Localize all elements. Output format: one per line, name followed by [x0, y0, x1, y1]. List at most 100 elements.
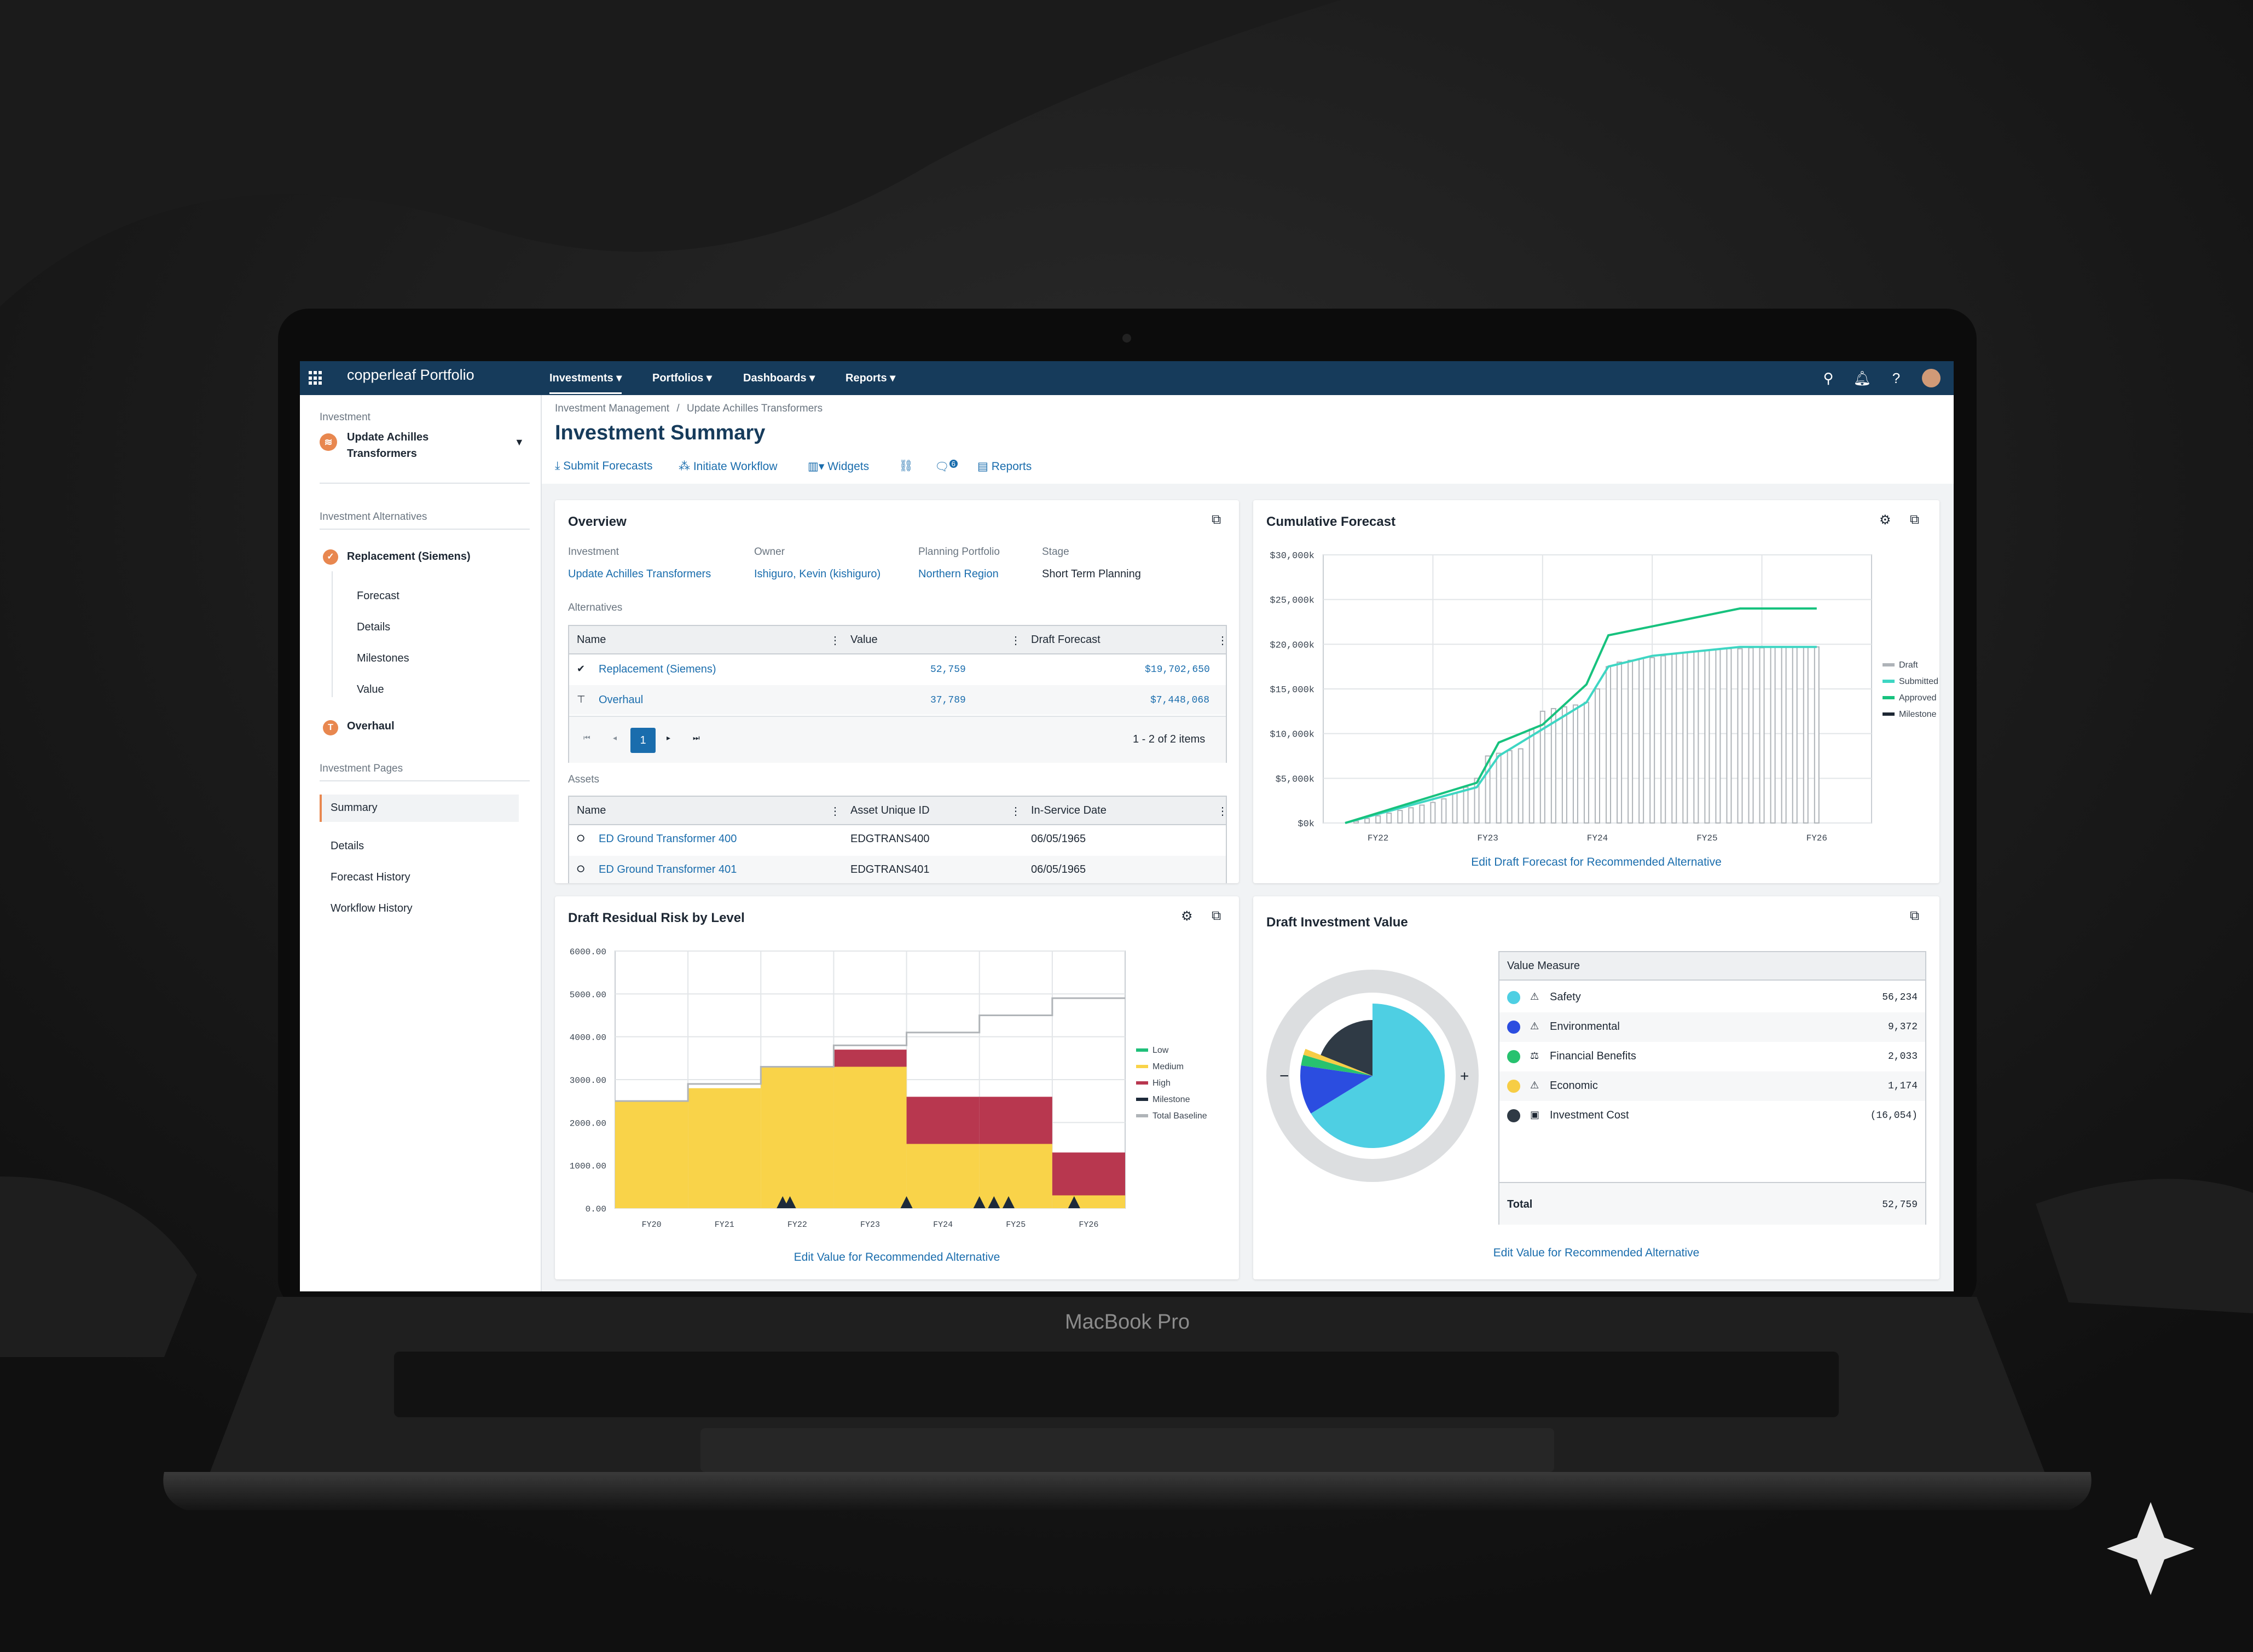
initiate-workflow-button[interactable]: ⁂ Initiate Workflow: [679, 460, 778, 473]
expand-icon[interactable]: ⧉: [1212, 512, 1221, 527]
attachment-icon[interactable]: ⛓: [899, 460, 913, 472]
nav-dashboards[interactable]: Dashboards ▾: [743, 372, 815, 384]
overview-card: Overview ⧉ Investment Update Achilles Tr…: [555, 500, 1239, 883]
draft-bar: [1617, 662, 1623, 824]
breadcrumb-investment-management[interactable]: Investment Management: [555, 403, 670, 414]
x-tick-label: FY26: [1079, 1220, 1098, 1230]
series-color-dot: [1507, 1050, 1520, 1063]
nav-reports[interactable]: Reports ▾: [845, 372, 896, 384]
y-tick-label: $30,000k: [1270, 551, 1314, 561]
investment-name-line1[interactable]: Update Achilles: [347, 431, 429, 443]
legend-label: Approved: [1899, 693, 1937, 703]
column-menu-icon[interactable]: ⋮: [1217, 805, 1228, 818]
col-asset-name[interactable]: Name: [577, 804, 606, 816]
sidebar-item-summary[interactable]: Summary: [320, 795, 519, 822]
draft-bar: [1682, 652, 1688, 824]
keyboard: [394, 1352, 1839, 1417]
submit-forecasts-button[interactable]: ⤓ Submit Forecasts: [555, 460, 653, 473]
col-in-service-date[interactable]: In-Service Date: [1031, 804, 1107, 816]
field-portfolio-value[interactable]: Northern Region: [918, 568, 999, 580]
pager-prev-icon[interactable]: ◂: [613, 733, 617, 742]
table-row-stripe: [569, 685, 1226, 715]
y-tick-label: $0k: [1298, 819, 1314, 830]
sidebar-page-details[interactable]: Details: [331, 840, 364, 852]
app-grid-icon[interactable]: [309, 371, 323, 385]
value-measure-name: Investment Cost: [1550, 1109, 1629, 1121]
brand-logo[interactable]: copperleaf Portfolio: [347, 367, 474, 383]
alt-row-name[interactable]: Overhaul: [599, 694, 644, 706]
nav-investments[interactable]: Investments ▾: [549, 371, 622, 394]
field-owner-value[interactable]: Ishiguro, Kevin (kishiguro): [754, 568, 881, 580]
value-measure-row[interactable]: ▣ Investment Cost (16,054): [1499, 1101, 1925, 1131]
edit-draft-forecast-link[interactable]: Edit Draft Forecast for Recommended Alte…: [1471, 856, 1722, 868]
collapse-minus-icon: −: [1279, 1067, 1289, 1085]
value-total-row: Total 52,759: [1499, 1182, 1925, 1225]
sidebar-alt-replacement[interactable]: Replacement (Siemens): [347, 550, 471, 563]
pager-first-icon[interactable]: ⏮: [583, 733, 590, 742]
sidebar-page-forecast-history[interactable]: Forecast History: [331, 871, 410, 883]
value-measure-row[interactable]: ⚠ Safety 56,234: [1499, 983, 1925, 1012]
reports-button[interactable]: ▤ Reports: [977, 460, 1032, 473]
pages-label: Investment Pages: [320, 763, 403, 774]
pager-page-1[interactable]: 1: [630, 728, 656, 753]
pager-last-icon[interactable]: ⏭: [693, 733, 700, 742]
value-measure-row[interactable]: ⚖ Financial Benefits 2,033: [1499, 1042, 1925, 1071]
y-tick-label: $5,000k: [1276, 774, 1314, 785]
investment-name-line2[interactable]: Transformers: [347, 448, 417, 460]
column-menu-icon[interactable]: ⋮: [1010, 635, 1021, 647]
sidebar-item-summary-label: Summary: [331, 802, 378, 814]
rock-right: [2036, 1179, 2253, 1313]
gear-icon[interactable]: ⚙: [1879, 513, 1891, 528]
legend-swatch: [1136, 1081, 1148, 1085]
column-menu-icon[interactable]: ⋮: [1010, 805, 1021, 818]
col-asset-id[interactable]: Asset Unique ID: [850, 804, 930, 816]
expand-icon[interactable]: ⧉: [1212, 908, 1221, 923]
pager-next-icon[interactable]: ▸: [667, 733, 671, 742]
pager: ⏮ ◂ 1 ▸ ⏭ 1 - 2 of 2 items: [569, 716, 1226, 763]
expand-icon[interactable]: ⧉: [1910, 512, 1920, 527]
sidebar-item-forecast[interactable]: Forecast: [357, 590, 399, 602]
sidebar-page-workflow-history[interactable]: Workflow History: [331, 902, 413, 914]
column-menu-icon[interactable]: ⋮: [1217, 635, 1228, 647]
high-area: [906, 1097, 980, 1144]
col-value-measure[interactable]: Value Measure: [1507, 960, 1580, 972]
edit-value-link[interactable]: Edit Value for Recommended Alternative: [794, 1251, 1000, 1263]
field-investment-value[interactable]: Update Achilles Transformers: [568, 568, 711, 580]
alt-row-name[interactable]: Replacement (Siemens): [599, 663, 716, 675]
sidebar-item-value[interactable]: Value: [357, 683, 384, 695]
sidebar-item-details[interactable]: Details: [357, 621, 391, 633]
edit-value-link[interactable]: Edit Value for Recommended Alternative: [1493, 1247, 1700, 1259]
search-icon[interactable]: ⚲: [1823, 370, 1834, 386]
widgets-button[interactable]: ▥▾ Widgets: [808, 460, 869, 473]
sidebar-item-milestones[interactable]: Milestones: [357, 652, 409, 664]
expand-icon[interactable]: ⧉: [1910, 908, 1920, 923]
col-value[interactable]: Value: [850, 634, 878, 646]
value-measure-value: 9,372: [1887, 1022, 1918, 1033]
cumulative-forecast-card: Cumulative Forecast ⚙ ⧉ $30,000k $25,000k…: [1253, 500, 1939, 883]
value-measure-row[interactable]: ⚠ Environmental 9,372: [1499, 1012, 1925, 1042]
bell-icon[interactable]: 🔔︎: [1853, 370, 1872, 386]
gear-icon[interactable]: ⚙: [1181, 909, 1193, 924]
avatar[interactable]: [1922, 369, 1941, 387]
column-menu-icon[interactable]: ⋮: [830, 635, 841, 647]
milestone-marker: [784, 1196, 796, 1208]
sidebar-alt-overhaul[interactable]: Overhaul: [347, 720, 395, 732]
comments-button[interactable]: 🗨︎ 6: [935, 460, 958, 474]
draft-bar: [1507, 750, 1513, 824]
column-menu-icon[interactable]: ⋮: [830, 805, 841, 818]
asset-row-name[interactable]: ED Ground Transformer 401: [599, 863, 737, 876]
value-measure-row[interactable]: ⚠ Economic 1,174: [1499, 1071, 1925, 1101]
asset-row-name[interactable]: ED Ground Transformer 400: [599, 833, 737, 845]
nav-portfolios[interactable]: Portfolios ▾: [652, 372, 712, 384]
col-name[interactable]: Name: [577, 634, 606, 646]
help-icon[interactable]: ?: [1892, 370, 1901, 386]
draft-bar: [1408, 807, 1414, 824]
page-header: Investment Management / Update Achilles …: [542, 395, 1954, 484]
investment-dropdown-icon[interactable]: ▼: [514, 437, 524, 448]
milestone-marker: [973, 1196, 986, 1208]
sidebar-divider: [320, 483, 530, 484]
y-tick-label: $10,000k: [1270, 730, 1314, 740]
col-draft-forecast[interactable]: Draft Forecast: [1031, 634, 1101, 646]
draft-bar: [1781, 646, 1787, 824]
nav-reports-label: Reports: [845, 372, 887, 384]
